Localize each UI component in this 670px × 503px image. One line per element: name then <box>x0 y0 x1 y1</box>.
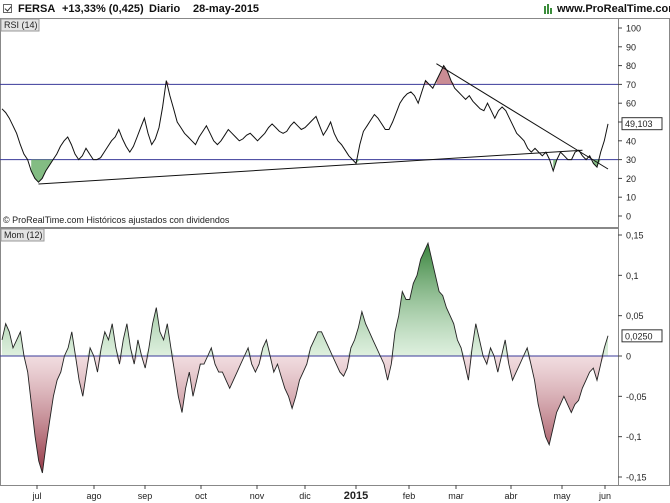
watermark-text: © ProRealTime.com Históricos ajustados c… <box>3 215 230 225</box>
x-tick-label: 2015 <box>344 490 368 502</box>
rsi-series-line <box>1 64 609 183</box>
mom-y-tick-label: 0,1 <box>626 271 639 281</box>
mom-y-tick-label: 0,05 <box>626 311 644 321</box>
x-tick-label: sep <box>138 491 153 501</box>
mom-positive-fill <box>2 243 608 356</box>
mom-title-box <box>0 228 45 242</box>
mom-y-tick-label: -0,1 <box>626 432 642 442</box>
period-label: Diario <box>149 3 181 15</box>
rsi-y-tick-label: 90 <box>626 42 636 52</box>
rsi-title-box <box>0 18 40 32</box>
x-tick-label: feb <box>403 491 416 501</box>
mom-y-tick-label: -0,05 <box>626 392 647 402</box>
rsi-last-value: 49,103 <box>625 119 653 129</box>
x-tick-label: may <box>553 491 571 501</box>
x-tick-label: ago <box>86 491 101 501</box>
x-tick-label: oct <box>195 491 208 501</box>
x-tick-label: jun <box>598 491 611 501</box>
mom-negative-fill <box>2 356 608 473</box>
rsi-trendline <box>38 149 583 185</box>
rsi-y-tick-label: 80 <box>626 61 636 71</box>
checkbox-icon[interactable] <box>3 4 12 13</box>
rsi-title: RSI (14) <box>4 20 38 30</box>
mom-title: Mom (12) <box>4 230 43 240</box>
rsi-trendline <box>436 63 609 170</box>
site-label: www.ProRealTime.com <box>557 3 670 15</box>
x-tick-label: abr <box>504 491 517 501</box>
ticker-symbol: FERSA <box>18 3 56 15</box>
x-tick-label: jul <box>31 491 41 501</box>
mom-last-value-box <box>621 329 663 343</box>
rsi-y-tick-label: 10 <box>626 193 636 203</box>
rsi-last-value-box <box>621 117 663 131</box>
rsi-y-tick-label: 0 <box>626 212 631 222</box>
price-change: +13,33% (0,425) <box>62 3 144 15</box>
rsi-overbought-fill <box>166 65 455 85</box>
rsi-y-tick-label: 40 <box>626 136 636 146</box>
rsi-y-tick-label: 20 <box>626 174 636 184</box>
mom-last-value: 0,0250 <box>625 331 653 341</box>
x-tick-label: nov <box>250 491 265 501</box>
rsi-y-tick-label: 60 <box>626 99 636 109</box>
x-tick-label: dic <box>299 491 311 501</box>
date-label: 28-may-2015 <box>193 3 260 15</box>
y-axis-frame <box>618 18 670 486</box>
mom-y-tick-label: 0,15 <box>626 231 644 241</box>
mom-y-tick-label: -0,15 <box>626 473 647 483</box>
mom-y-tick-label: 0 <box>626 352 631 362</box>
rsi-y-tick-label: 100 <box>626 24 641 34</box>
rsi-y-tick-label: 30 <box>626 155 636 165</box>
x-tick-label: mar <box>448 491 464 501</box>
header-bar: FERSA +13,33% (0,425) Diario 28-may-2015… <box>0 0 670 18</box>
mom-series-line <box>1 241 609 474</box>
rsi-y-tick-label: 70 <box>626 80 636 90</box>
